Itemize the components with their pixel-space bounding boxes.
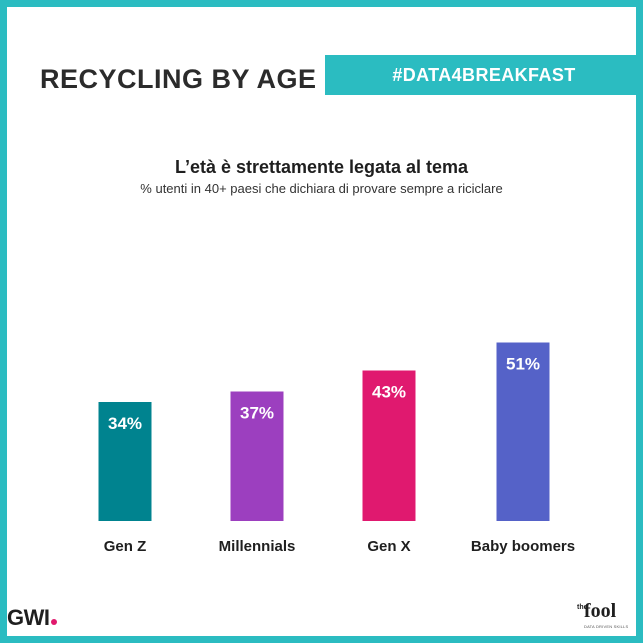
- bar-gen-x: [362, 370, 416, 521]
- category-label: Gen X: [367, 538, 410, 555]
- category-label: Gen Z: [104, 538, 147, 555]
- gwi-logo: GWI: [7, 605, 57, 631]
- bar-value-label: 51%: [506, 355, 540, 374]
- bar-gen-z: [98, 402, 152, 521]
- hashtag-label: #DATA4BREAKFAST: [392, 64, 576, 85]
- fool-logo-prefix: the: [577, 604, 588, 611]
- bar-millennials: [230, 391, 284, 521]
- chart-title: L’età è strettamente legata al tema: [174, 157, 469, 177]
- bar-baby-boomers: [496, 342, 550, 521]
- chart-subtitle: % utenti in 40+ paesi che dichiara di pr…: [140, 181, 503, 196]
- category-label: Baby boomers: [471, 538, 575, 555]
- fool-logo-word: fool: [584, 600, 617, 622]
- fool-logo-tagline: DATA DRIVEN SKILLS: [584, 624, 629, 629]
- gwi-logo-dot: [50, 619, 57, 625]
- hashtag-banner: #DATA4BREAKFAST: [325, 55, 643, 95]
- bar-value-label: 43%: [372, 383, 406, 402]
- the-fool-logo: the fool DATA DRIVEN SKILLS: [577, 600, 629, 632]
- gwi-logo-text: GWI: [7, 605, 50, 630]
- page-title: RECYCLING BY AGE: [40, 64, 317, 94]
- bar-value-label: 34%: [108, 414, 142, 433]
- category-label: Millennials: [219, 538, 296, 555]
- bar-value-label: 37%: [240, 404, 274, 423]
